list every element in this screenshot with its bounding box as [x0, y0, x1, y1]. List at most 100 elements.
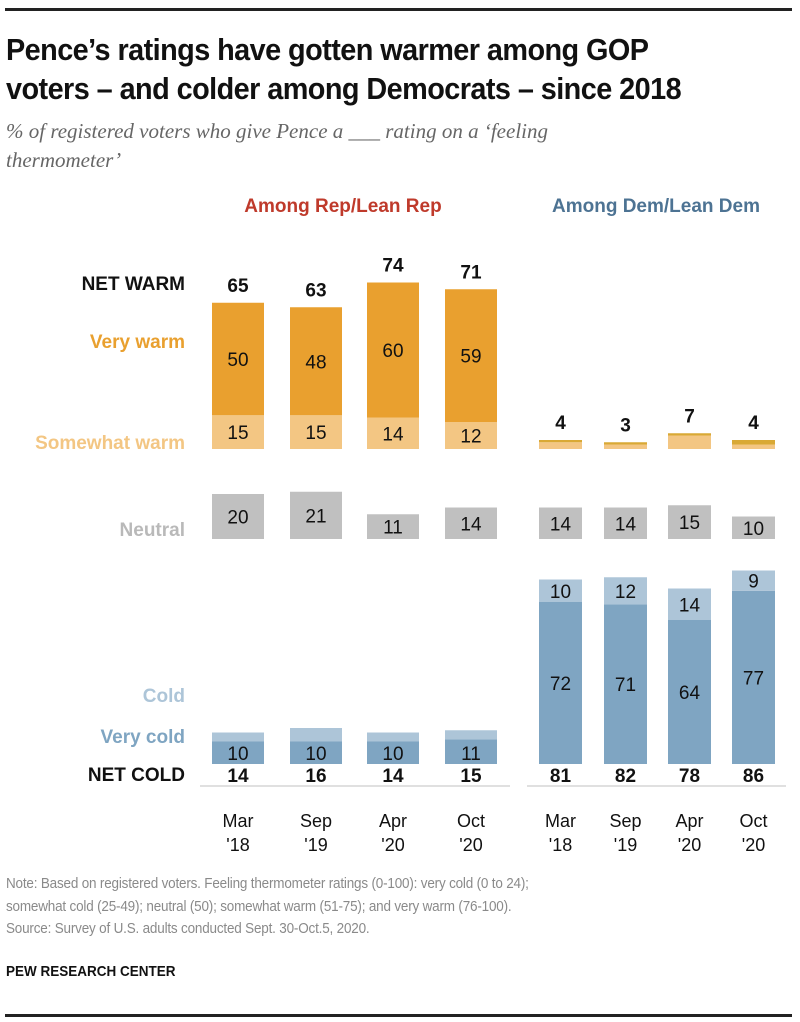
label-very-warm: 48 [305, 352, 326, 373]
label-net-warm: 63 [305, 280, 326, 301]
label-very-cold: 77 [743, 668, 764, 689]
bar-very-warm [539, 440, 582, 443]
note-line-1: Note: Based on registered voters. Feelin… [6, 876, 529, 892]
bar-somewhat-warm [290, 415, 342, 449]
label-cold: 14 [679, 595, 701, 616]
title-line-1: Pence’s ratings have gotten warmer among… [6, 32, 649, 67]
label-net-cold: 15 [460, 766, 482, 787]
panel-title-rep: Among Rep/Lean Rep [244, 196, 441, 217]
x-tick-label-month: Apr [379, 811, 407, 831]
bar-cold [212, 732, 264, 742]
label-very-cold: 64 [679, 683, 701, 704]
x-tick-label-year: '18 [549, 835, 572, 855]
label-somewhat-warm: 14 [382, 424, 404, 445]
title-line-2: voters – and colder among Democrats – si… [6, 71, 682, 106]
x-tick-label-month: Oct [739, 811, 767, 831]
bar-somewhat-warm [445, 422, 497, 449]
bar-neutral [604, 507, 647, 539]
label-very-cold: 72 [550, 674, 571, 695]
bottom-rule [5, 1014, 792, 1017]
label-net-cold: 14 [382, 766, 404, 787]
label-cold: 10 [550, 582, 571, 603]
top-rule [5, 8, 792, 11]
x-tick-label-year: '20 [459, 835, 482, 855]
bar-cold [367, 732, 419, 742]
bar-very-cold [367, 741, 419, 764]
bar-very-cold [445, 739, 497, 764]
row-label-very-cold: Very cold [101, 727, 186, 748]
label-neutral: 14 [460, 514, 482, 535]
row-label-very-warm: Very warm [90, 332, 185, 353]
bar-very-cold [668, 620, 711, 764]
bar-very-warm [367, 282, 419, 418]
label-net-cold: 14 [227, 766, 249, 787]
bar-neutral [445, 507, 497, 539]
label-neutral: 14 [615, 514, 637, 535]
label-neutral: 20 [227, 508, 248, 529]
x-tick-label-year: '19 [614, 835, 637, 855]
x-tick-label-year: '18 [226, 835, 249, 855]
bar-cold [445, 730, 497, 740]
label-somewhat-warm: 15 [305, 423, 326, 444]
label-very-cold: 71 [615, 675, 636, 696]
bar-neutral [539, 507, 582, 539]
label-net-cold: 78 [679, 766, 700, 787]
x-tick-label-year: '19 [304, 835, 327, 855]
bar-very-warm [732, 440, 775, 445]
bar-somewhat-warm [604, 444, 647, 449]
label-very-warm: 60 [382, 341, 403, 362]
label-neutral: 21 [305, 506, 326, 527]
bar-somewhat-warm [732, 444, 775, 449]
bar-somewhat-warm [668, 435, 711, 449]
label-net-warm: 7 [684, 406, 695, 427]
bar-very-warm [445, 289, 497, 422]
row-label-net-warm: NET WARM [82, 274, 185, 295]
panel-title-dem: Among Dem/Lean Dem [552, 196, 760, 217]
label-very-cold: 10 [305, 744, 326, 765]
bar-neutral [732, 516, 775, 539]
x-tick-label-year: '20 [678, 835, 701, 855]
bar-neutral [367, 514, 419, 539]
label-net-cold: 82 [615, 766, 636, 787]
bar-cold [668, 588, 711, 620]
label-net-warm: 4 [555, 413, 566, 434]
bar-very-warm [290, 307, 342, 416]
chart-title: Pence’s ratings have gotten warmer among… [6, 30, 741, 108]
bar-cold [732, 570, 775, 591]
label-neutral: 11 [383, 518, 403, 539]
row-label-somewhat-warm: Somewhat warm [35, 433, 185, 454]
row-label-net-cold: NET COLD [88, 765, 185, 786]
chart-marks: 155065201014Mar'18154863211016Sep'191460… [212, 256, 775, 855]
x-tick-label-month: Oct [457, 811, 485, 831]
bar-very-cold [539, 602, 582, 764]
subtitle-line-2: thermometer’ [6, 148, 122, 172]
bar-very-cold [290, 741, 342, 764]
label-very-warm: 50 [227, 350, 248, 371]
chart-canvas: Among Rep/Lean Rep Among Dem/Lean Dem NE… [35, 196, 786, 855]
bar-very-cold [604, 604, 647, 764]
x-tick-label-month: Apr [675, 811, 703, 831]
label-somewhat-warm: 12 [460, 427, 481, 448]
label-net-cold: 86 [743, 766, 764, 787]
label-net-cold: 16 [305, 766, 326, 787]
x-tick-label-month: Mar [223, 811, 254, 831]
x-tick-label-year: '20 [381, 835, 404, 855]
label-net-warm: 71 [460, 262, 482, 283]
row-label-cold: Cold [143, 686, 185, 707]
x-tick-label-month: Mar [545, 811, 576, 831]
bar-cold [290, 728, 342, 742]
chart-note: Note: Based on registered voters. Feelin… [6, 873, 741, 941]
bar-somewhat-warm [367, 417, 419, 449]
row-label-neutral: Neutral [120, 520, 185, 541]
subtitle-line-1: % of registered voters who give Pence a … [6, 119, 548, 143]
label-cold: 12 [615, 582, 636, 603]
source-line: Source: Survey of U.S. adults conducted … [6, 921, 370, 937]
label-net-warm: 4 [748, 413, 759, 434]
chart-subtitle: % of registered voters who give Pence a … [6, 117, 706, 175]
label-net-cold: 81 [550, 766, 572, 787]
bar-neutral [668, 505, 711, 539]
pew-logo-text: PEW RESEARCH CENTER [6, 963, 176, 980]
x-tick-label-year: '20 [742, 835, 765, 855]
note-line-2: somewhat cold (25-49); neutral (50); som… [6, 898, 512, 915]
label-net-warm: 3 [620, 415, 631, 436]
